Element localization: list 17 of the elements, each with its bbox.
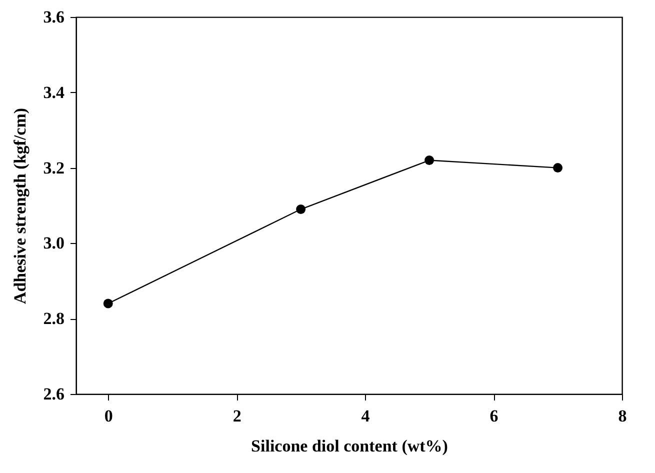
y-axis-title: Adhesive strength (kgf/cm)	[10, 108, 30, 304]
y-tick-label: 2.8	[43, 309, 64, 328]
point	[424, 156, 434, 165]
x-tick-label: 6	[490, 406, 498, 426]
point	[553, 163, 563, 173]
x-tick-label: 8	[618, 406, 627, 426]
y-tick-label: 3.0	[43, 234, 64, 253]
y-tick-label: 3.6	[43, 8, 64, 26]
x-tick-label: 0	[104, 406, 113, 426]
point	[103, 298, 113, 308]
y-tick-label: 2.6	[43, 384, 64, 404]
x-tick-label: 2	[232, 406, 242, 426]
x-tick-label: 4	[361, 406, 370, 426]
x-axis-title: Silicone diol content (wt%)	[251, 436, 448, 456]
y-tick-label: 3.4	[43, 82, 65, 102]
y-tick-label: 3.2	[43, 158, 64, 178]
point	[296, 204, 306, 214]
